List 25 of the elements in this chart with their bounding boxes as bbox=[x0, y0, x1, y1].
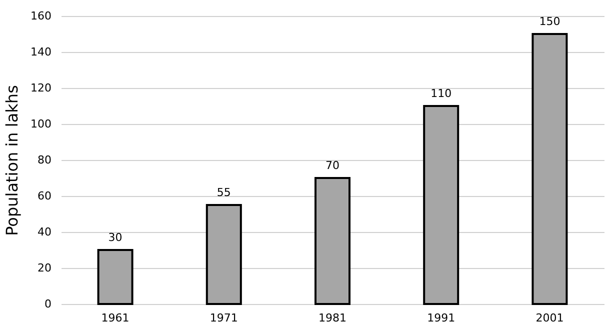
y-tick-label: 140 bbox=[30, 46, 52, 58]
data-label: 70 bbox=[326, 159, 340, 172]
x-tick-label: 1971 bbox=[210, 312, 238, 324]
x-tick-label: 2001 bbox=[536, 312, 564, 324]
y-tick-label: 80 bbox=[38, 154, 52, 166]
x-tick-label: 1991 bbox=[427, 312, 456, 324]
bar bbox=[97, 249, 134, 305]
x-tick-label: 1981 bbox=[318, 312, 346, 324]
y-tick-label: 120 bbox=[30, 82, 52, 94]
y-axis-title: Population in lakhs bbox=[2, 85, 22, 236]
y-tick-label: 160 bbox=[30, 10, 52, 22]
data-label: 30 bbox=[108, 231, 122, 244]
data-label: 55 bbox=[216, 186, 231, 199]
bar bbox=[423, 105, 460, 305]
y-tick-label: 60 bbox=[38, 190, 52, 202]
data-label: 150 bbox=[539, 15, 560, 28]
y-tick-label: 40 bbox=[38, 226, 52, 238]
x-tick-label: 1961 bbox=[101, 312, 130, 324]
y-tick-label: 20 bbox=[38, 262, 52, 274]
bar bbox=[206, 204, 242, 305]
bar bbox=[314, 177, 350, 305]
y-tick-label: 0 bbox=[44, 298, 52, 310]
y-tick-label: 100 bbox=[30, 118, 52, 130]
data-label: 110 bbox=[430, 87, 452, 100]
bar bbox=[532, 33, 568, 305]
